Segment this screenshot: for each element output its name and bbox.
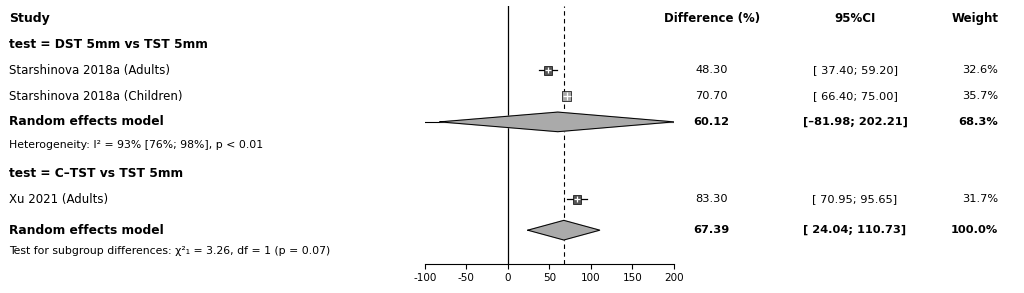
Bar (562, 91, 570, 101)
Text: 31.7%: 31.7% (963, 194, 998, 204)
Text: 32.6%: 32.6% (963, 65, 998, 75)
Text: Random effects model: Random effects model (9, 115, 164, 128)
Text: [ 66.40; 75.00]: [ 66.40; 75.00] (813, 91, 897, 101)
Text: 100.0%: 100.0% (951, 225, 998, 235)
Text: 95%CI: 95%CI (835, 12, 876, 25)
Text: 68.3%: 68.3% (958, 117, 998, 127)
Text: 60.12: 60.12 (693, 117, 730, 127)
Text: test = DST 5mm vs TST 5mm: test = DST 5mm vs TST 5mm (9, 38, 208, 51)
Text: [–81.98; 202.21]: [–81.98; 202.21] (803, 117, 907, 127)
Text: [ 37.40; 59.20]: [ 37.40; 59.20] (812, 65, 898, 75)
Text: 83.30: 83.30 (695, 194, 728, 204)
Text: Difference (%): Difference (%) (664, 12, 760, 25)
Bar (573, 195, 581, 204)
Text: Test for subgroup differences: χ²₁ = 3.26, df = 1 (p = 0.07): Test for subgroup differences: χ²₁ = 3.2… (9, 246, 331, 256)
Text: 35.7%: 35.7% (963, 91, 998, 101)
Text: 70.70: 70.70 (695, 91, 728, 101)
Text: [ 24.04; 110.73]: [ 24.04; 110.73] (804, 225, 906, 235)
Text: [ 70.95; 95.65]: [ 70.95; 95.65] (812, 194, 898, 204)
Text: Starshinova 2018a (Adults): Starshinova 2018a (Adults) (9, 64, 170, 77)
Text: 67.39: 67.39 (693, 225, 730, 235)
Text: Starshinova 2018a (Children): Starshinova 2018a (Children) (9, 90, 183, 103)
Polygon shape (527, 220, 600, 240)
Polygon shape (440, 112, 674, 132)
Text: Weight: Weight (951, 12, 998, 25)
Text: Heterogeneity: I² = 93% [76%; 98%], p < 0.01: Heterogeneity: I² = 93% [76%; 98%], p < … (9, 140, 263, 150)
Text: Study: Study (9, 12, 50, 25)
Bar (545, 66, 552, 75)
Text: test = C–TST vs TST 5mm: test = C–TST vs TST 5mm (9, 167, 183, 180)
Text: Xu 2021 (Adults): Xu 2021 (Adults) (9, 193, 109, 206)
Text: Random effects model: Random effects model (9, 224, 164, 237)
Text: 48.30: 48.30 (695, 65, 728, 75)
